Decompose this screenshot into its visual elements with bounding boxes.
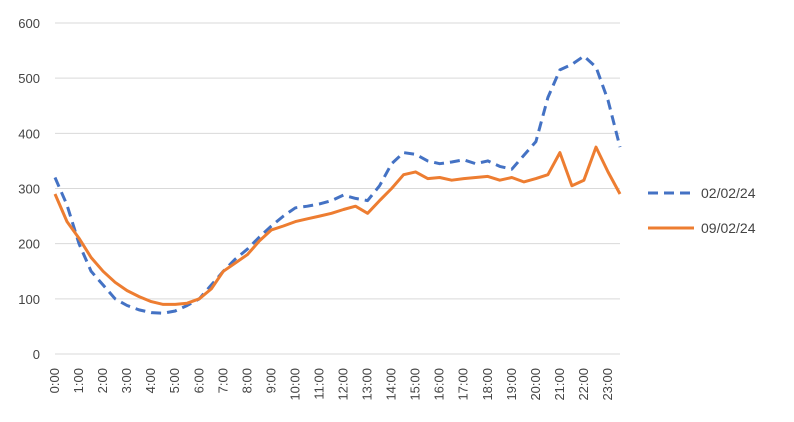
x-tick-label: 9:00 <box>263 368 278 393</box>
y-tick-label: 600 <box>18 16 40 31</box>
series-line-0 <box>53 54 622 315</box>
x-tick-label: 7:00 <box>215 368 230 393</box>
x-tick-label: 0:00 <box>47 368 62 393</box>
x-tick-label: 6:00 <box>191 368 206 393</box>
x-tick-label: 22:00 <box>576 368 591 401</box>
x-tick-label: 14:00 <box>384 368 399 401</box>
y-tick-label: 0 <box>33 347 40 362</box>
x-tick-label: 21:00 <box>552 368 567 401</box>
series-line-1 <box>53 145 622 306</box>
x-tick-label: 10:00 <box>287 368 302 401</box>
x-tick-label: 16:00 <box>432 368 447 401</box>
x-tick-label: 4:00 <box>143 368 158 393</box>
legend-label-1: 09/02/24 <box>701 220 756 236</box>
x-tick-label: 13:00 <box>360 368 375 401</box>
x-tick-label: 18:00 <box>480 368 495 401</box>
x-tick-label: 20:00 <box>528 368 543 401</box>
x-tick-label: 11:00 <box>311 368 326 400</box>
x-tick-label: 17:00 <box>456 368 471 401</box>
y-tick-label: 500 <box>18 71 40 86</box>
x-tick-label: 19:00 <box>504 368 519 401</box>
x-tick-label: 12:00 <box>336 368 351 401</box>
y-tick-label: 100 <box>18 292 40 307</box>
y-tick-label: 200 <box>18 237 40 252</box>
x-tick-label: 3:00 <box>119 368 134 393</box>
x-tick-label: 8:00 <box>239 368 254 393</box>
y-tick-label: 400 <box>18 126 40 141</box>
x-tick-label: 5:00 <box>167 368 182 393</box>
x-tick-label: 2:00 <box>95 368 110 393</box>
y-tick-label: 300 <box>18 182 40 197</box>
x-tick-label: 23:00 <box>600 368 615 401</box>
x-tick-label: 15:00 <box>408 368 423 401</box>
legend-label-0: 02/02/24 <box>701 185 756 201</box>
x-tick-label: 1:00 <box>71 368 86 393</box>
